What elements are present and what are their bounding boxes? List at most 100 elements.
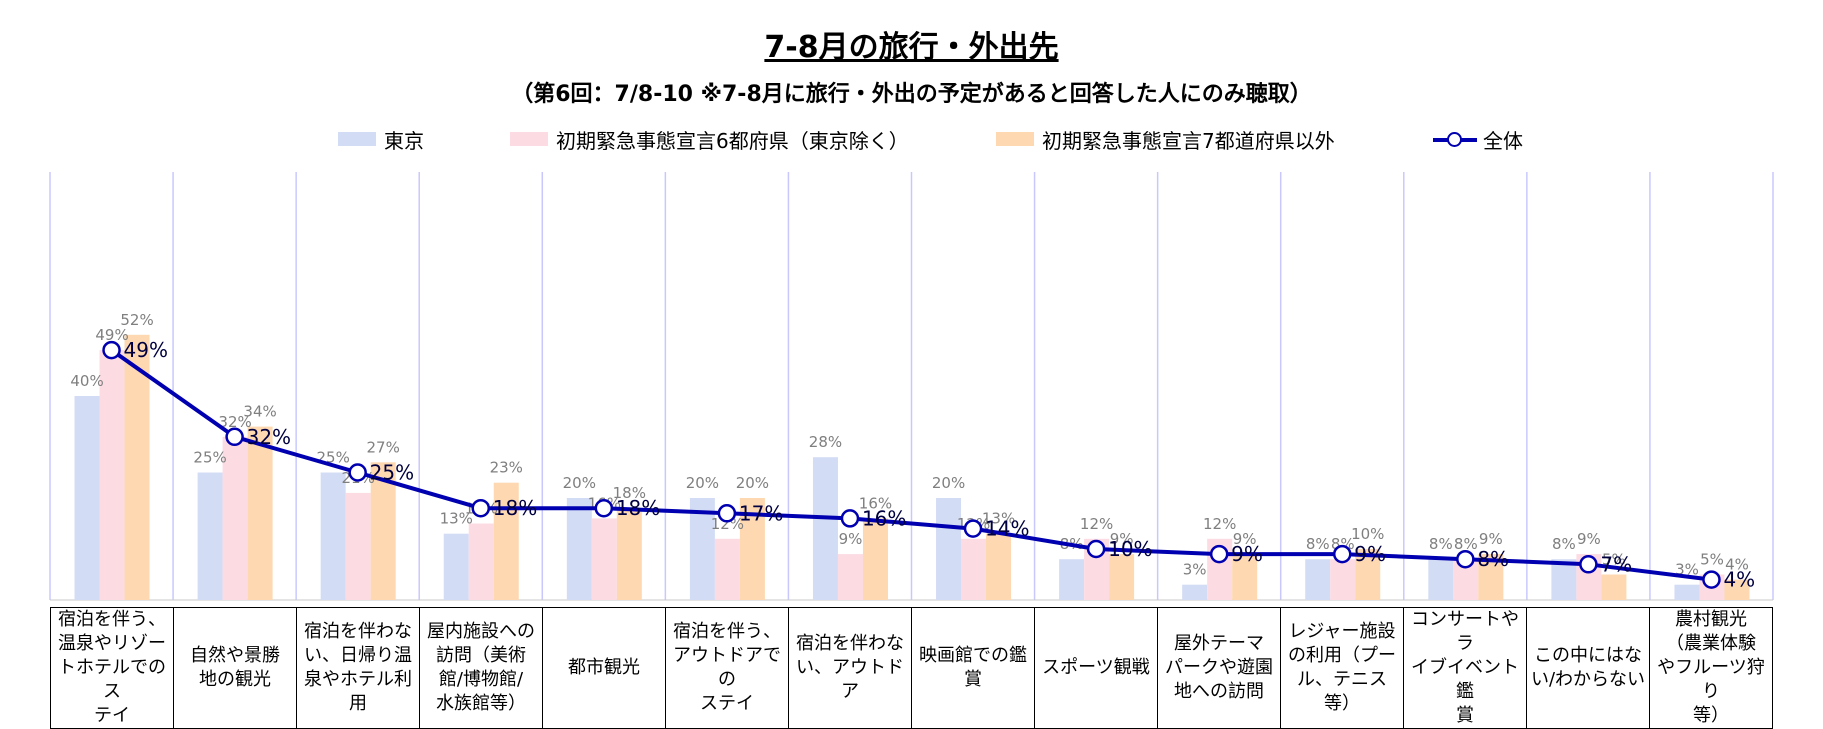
category-label-line: 等） [1693,705,1729,726]
bar [370,462,396,600]
overall-data-label: 16% [862,506,906,530]
overall-point [594,498,614,518]
legend-line-marker-icon [1433,132,1477,147]
bar-data-label: 12% [1080,515,1113,533]
category-label-line: 屋外テーマ [1174,633,1264,654]
category-label-line: 水族館等） [436,693,526,714]
bar-data-label: 20% [932,474,965,492]
bar-data-label: 18% [613,484,646,502]
bar-data-label: 8% [1429,535,1453,553]
category-label-line: 映画館での鑑 [919,645,1027,666]
category-label-line: 都市観光 [568,657,640,678]
overall-data-label: 14% [985,517,1029,541]
category-label: 屋内施設への 訪問（美術館/博物館/水族館等） [419,607,543,729]
category-label-line: トホテルでのス [58,657,166,702]
bar [616,508,642,600]
category-label-line: 宿泊を伴わな [304,621,412,642]
category-label: スポーツ観戦 [1034,607,1158,729]
category-label-line: 屋内施設への [427,621,535,642]
category-label-line: 温泉やリゾー [58,633,166,654]
category-label-line: イブイベント鑑 [1411,657,1519,702]
bar-data-label: 27% [367,438,400,456]
overall-point [471,498,490,518]
overall-point [1456,549,1475,569]
bar-data-label: 20% [563,474,596,492]
bar [124,334,150,600]
overall-point [225,427,244,447]
category-label-line: 等） [1324,693,1360,714]
category-label: 映画館での鑑賞 [911,607,1035,729]
category-label: 宿泊を伴う、 温泉やリゾー トホテルでのス テイ [50,607,174,729]
bar [197,472,223,600]
overall-point [1333,544,1352,564]
category-label-line: 館/博物館/ [438,669,524,690]
bar-data-label: 9% [1110,530,1134,548]
bar [1182,584,1208,600]
category-label-line: スポーツ観戦 [1042,657,1150,678]
bar [812,457,838,600]
overall-data-label: 18% [493,496,537,520]
category-label-line: 泉やホテル利 [304,669,412,690]
category-label-line: い、アウトドア [796,657,904,702]
overall-point [1209,544,1229,564]
overall-point [717,504,737,523]
category-row: 宿泊を伴う、 温泉やリゾー トホテルでのス テイ 自然や景勝 地の観光 宿泊を伴わな い、日帰… [50,607,1773,729]
legend-item-6-prefectures: 初期緊急事態宣言6都府県（東京除く） [510,124,909,154]
legend-item-tokyo: 東京 [338,124,424,154]
category-label: 都市観光 [542,607,666,729]
overall-data-label: 18% [616,496,660,520]
category-label-line: アウトドアでの [673,645,781,690]
category-label-line: 賞 [964,669,982,690]
bar [1330,559,1356,600]
category-label: 自然や景勝 地の観光 [173,607,297,729]
bar-data-label: 10% [1351,525,1384,543]
bar [468,523,494,600]
bar-data-label: 8% [1552,535,1576,553]
category-label: 農村観光 （農業体験 やフルーツ狩り 等） [1649,607,1773,729]
category-label-line: 地への訪問 [1174,681,1264,702]
category-label-line: ル、テニス [1297,669,1387,690]
bar [689,498,715,600]
category-label: 屋外テーマ パークや遊園 地への訪問 [1157,607,1281,729]
category-label-line: テイ [94,705,130,726]
bar-data-label: 49% [95,326,128,344]
overall-data-label: 10% [1108,537,1152,561]
category-table: 宿泊を伴う、 温泉やリゾー トホテルでのス テイ 自然や景勝 地の観光 宿泊を伴わな い、日帰… [50,607,1773,729]
bar [714,538,740,600]
overall-data-label: 17% [739,501,783,525]
bar [74,396,100,600]
bar-data-label: 40% [70,372,103,390]
category-label-line: 地の観光 [199,669,271,690]
bar-data-label: 20% [736,474,769,492]
category-label-line: 賞 [1456,705,1474,726]
bar-data-label: 5% [1700,551,1724,569]
bar-data-label: 9% [1577,530,1601,548]
category-label: 宿泊を伴わな い、アウトドア [788,607,912,729]
overall-data-label: 25% [370,461,414,485]
bar [1109,554,1135,600]
bar-data-label: 3% [1183,561,1207,579]
overall-data-label: 9% [1231,542,1263,566]
bar [986,533,1012,600]
bar-data-label: 13% [440,510,473,528]
bar-data-label: 8% [1454,535,1478,553]
category-label-line: の利用（プー [1288,645,1396,666]
overall-data-label: 9% [1354,542,1386,566]
bar [936,498,962,600]
category-label-line: 農村観光 [1675,609,1747,630]
bar-data-label: 4% [1725,556,1749,574]
chart-subtitle: （第6回：7/8-10 ※7-8月に旅行・外出の予定があると回答した人にのみ聴取… [511,82,1312,107]
bar-data-label: 16% [859,494,892,512]
legend-label-overall: 全体 [1483,128,1523,153]
category-label-line: 訪問（美術 [436,645,526,666]
bar [1724,579,1750,600]
overall-point [840,509,860,528]
chart-title: 7-8月の旅行・外出先 [764,30,1059,65]
bar-data-label: 12% [1203,515,1236,533]
category-label: レジャー施設 の利用（プー ル、テニス 等） [1280,607,1404,729]
category-label-line: 宿泊を伴う、 [673,621,781,642]
bar [1059,559,1085,600]
bar-data-label: 9% [1233,530,1257,548]
bar [1428,559,1454,600]
